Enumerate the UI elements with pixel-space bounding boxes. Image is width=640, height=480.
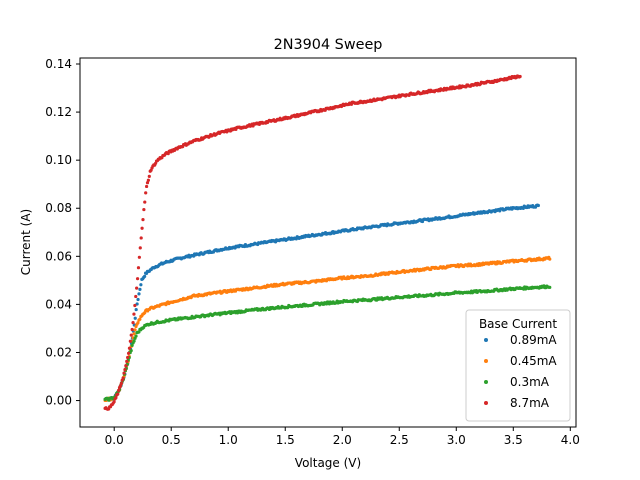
data-point: [135, 277, 140, 281]
x-tick-label: 0.0: [105, 433, 124, 447]
data-point: [134, 307, 138, 312]
y-axis: 0.00 0.02 0.04 0.06 0.08 0.10 0.12 0.14: [45, 57, 80, 408]
data-point: [138, 287, 142, 291]
data-point: [138, 317, 142, 321]
data-point: [129, 348, 133, 353]
data-point: [131, 321, 135, 325]
data-point: [137, 330, 141, 334]
legend-label: 0.3mA: [510, 375, 550, 389]
y-tick-label: 0.04: [45, 297, 72, 311]
legend-label: 0.89mA: [510, 333, 557, 347]
data-point: [536, 203, 540, 208]
data-point: [117, 388, 121, 392]
y-tick-label: 0.10: [45, 153, 72, 167]
data-point: [133, 328, 137, 332]
plot-frame: [79, 57, 577, 428]
x-tick-label: 2.5: [390, 433, 409, 447]
data-point: [140, 226, 144, 230]
data-point: [139, 283, 143, 287]
data-point: [147, 174, 151, 178]
data-point: [137, 292, 141, 296]
legend-marker: [484, 359, 488, 363]
data-point: [145, 181, 150, 185]
x-tick-label: 1.0: [219, 433, 238, 447]
data-point: [132, 332, 136, 336]
data-point: [144, 191, 148, 195]
x-tick-label: 2.0: [333, 433, 352, 447]
data-point: [127, 346, 132, 350]
data-point: [125, 359, 129, 363]
data-point: [130, 327, 134, 332]
x-tick-label: 4.0: [561, 433, 580, 447]
chart-title: 2N3904 Sweep: [274, 37, 383, 53]
data-point: [146, 178, 150, 182]
data-point: [134, 294, 138, 299]
legend-marker: [484, 338, 488, 342]
y-tick-label: 0.08: [45, 201, 72, 215]
x-tick-label: 3.0: [447, 433, 466, 447]
data-point: [137, 255, 141, 259]
data-point: [130, 343, 134, 348]
data-point: [144, 184, 149, 189]
data-point: [132, 339, 136, 343]
x-axis-label: Voltage (V): [295, 456, 361, 470]
data-point: [123, 367, 127, 372]
data-point: [118, 384, 123, 388]
data-point: [142, 207, 146, 212]
y-tick-label: 0.12: [45, 105, 72, 119]
data-point: [138, 246, 142, 250]
data-point: [136, 321, 140, 325]
data-point: [134, 334, 138, 338]
y-tick-label: 0.14: [45, 57, 72, 71]
data-point: [119, 381, 123, 386]
legend-marker: [484, 401, 488, 405]
data-point: [141, 218, 145, 222]
x-axis: 0.0 0.5 1.0 1.5 2.0 2.5 3.0 3.5 4.0: [105, 427, 580, 447]
data-point: [122, 371, 126, 375]
data-point: [143, 200, 147, 204]
data-point: [135, 286, 139, 290]
plot-area: [103, 74, 552, 411]
series-3: [103, 74, 522, 411]
data-point: [112, 400, 116, 404]
data-point: [114, 396, 118, 400]
data-point: [124, 364, 128, 368]
data-point: [116, 392, 120, 396]
data-point: [518, 74, 522, 79]
y-tick-label: 0.06: [45, 249, 72, 263]
data-point: [128, 339, 132, 343]
legend-label: 0.45mA: [510, 354, 557, 368]
x-tick-label: 3.5: [504, 433, 523, 447]
legend: Base Current 0.89mA 0.45mA 0.3mA 8.7mA: [465, 309, 571, 422]
legend-label: 8.7mA: [510, 396, 550, 410]
data-point: [126, 351, 131, 355]
data-point: [548, 257, 552, 261]
y-tick-label: 0.00: [45, 394, 72, 408]
data-point: [129, 333, 133, 337]
x-tick-label: 1.5: [276, 433, 295, 447]
data-point: [133, 316, 137, 320]
legend-box: [465, 309, 571, 422]
data-point: [143, 274, 147, 279]
data-point: [136, 266, 141, 270]
y-axis-label: Current (A): [19, 209, 33, 275]
legend-marker: [484, 380, 488, 384]
data-point: [136, 297, 140, 302]
legend-title: Base Current: [479, 317, 557, 331]
series-1: [103, 255, 552, 403]
data-point: [139, 236, 143, 240]
y-tick-label: 0.02: [45, 345, 72, 359]
data-point: [132, 312, 136, 316]
x-tick-label: 0.5: [162, 433, 181, 447]
data-point: [126, 355, 130, 360]
data-point: [135, 302, 139, 306]
data-point: [548, 285, 552, 289]
data-point: [121, 376, 125, 380]
data-point: [133, 303, 137, 308]
